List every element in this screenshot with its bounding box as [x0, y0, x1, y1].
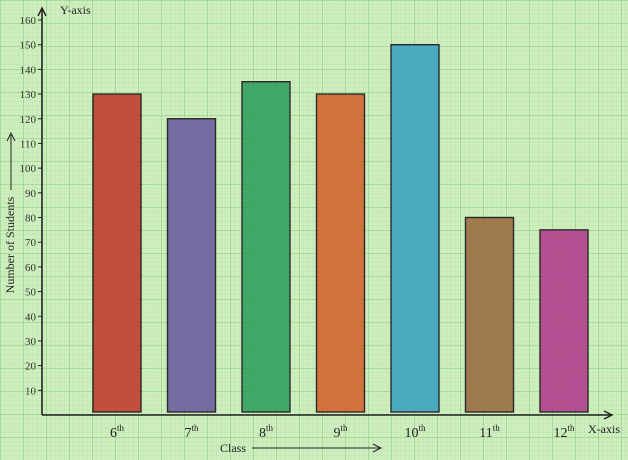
- bar-11th: [464, 216, 515, 413]
- x-label-arrow-icon: [372, 443, 383, 453]
- y-tick-label: 120: [20, 114, 37, 126]
- bar-12th: [539, 229, 589, 413]
- y-axis-name: Y-axis: [60, 3, 91, 17]
- x-tick-label: 12th: [553, 423, 575, 441]
- y-tick-label: 90: [25, 188, 37, 200]
- y-tick-labels: 10 20 30 40 50 60 70 80 90 100 110 120 130 140 150 160: [20, 15, 42, 397]
- x-tick-label: 11th: [479, 423, 500, 441]
- y-tick-label: 140: [20, 64, 37, 76]
- y-tick-label: 50: [25, 287, 37, 299]
- x-tick-label: 6th: [110, 423, 125, 441]
- y-tick-label: 160: [20, 15, 37, 27]
- bars-group: [92, 43, 589, 413]
- y-tick-label: 60: [25, 262, 37, 274]
- y-tick-label: 10: [25, 385, 37, 397]
- y-tick-label: 130: [20, 89, 37, 101]
- bar-8th: [241, 81, 291, 413]
- y-tick-label: 100: [20, 163, 37, 175]
- bar-6th: [92, 93, 142, 413]
- x-axis-label: Class: [220, 441, 246, 455]
- bar-7th: [166, 118, 217, 413]
- y-tick-label: 80: [25, 213, 37, 225]
- y-label-arrow-icon: [6, 131, 16, 142]
- x-axis-name: X-axis: [588, 422, 620, 436]
- y-axis-arrow-icon: [37, 6, 47, 17]
- x-tick-label: 7th: [184, 423, 199, 441]
- bar-9th: [315, 93, 366, 413]
- y-tick-label: 40: [25, 311, 37, 323]
- y-tick-label: 20: [25, 361, 37, 373]
- x-tick-label: 10th: [404, 423, 426, 441]
- y-tick-label: 110: [20, 138, 37, 150]
- x-tick-label: 9th: [333, 423, 348, 441]
- y-tick-label: 70: [25, 237, 37, 249]
- bar-10th: [390, 43, 440, 413]
- x-tick-labels: 6th 7th 8th 9th 10th 11th 12th: [110, 423, 575, 441]
- x-tick-label: 8th: [259, 423, 274, 441]
- y-axis-label: Number of Students: [3, 196, 17, 293]
- y-tick-label: 150: [20, 40, 37, 52]
- x-axis-arrow-icon: [603, 410, 614, 420]
- y-tick-label: 30: [25, 336, 37, 348]
